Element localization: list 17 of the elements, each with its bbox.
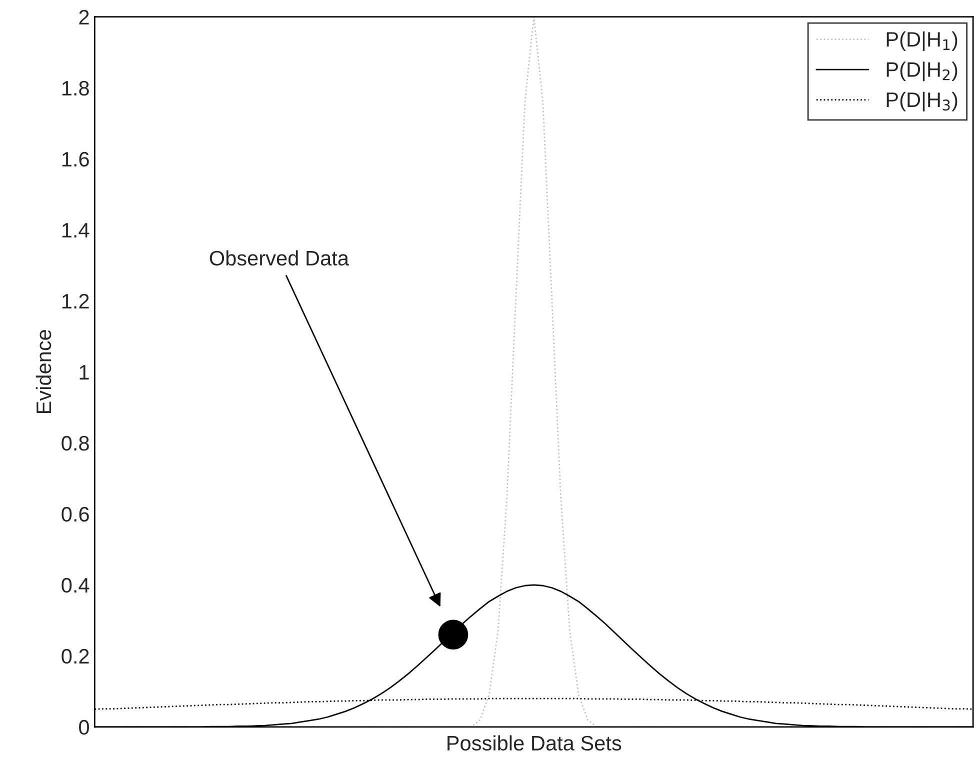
y-tick-label: 0.4 [62,578,90,593]
y-tick-label: 2 [79,10,89,24]
y-tick-label: 1.8 [62,80,89,96]
y-tick-label: 1.6 [62,152,89,167]
y-tick-label: 0 [79,720,89,735]
y-tick-label: 1.4 [62,223,90,238]
legend-label: P(D|H$_{1}$) [886,31,958,51]
y-tick-label: 0.2 [62,648,89,664]
y-tick-label: 0.8 [62,436,89,451]
legend-label: P(D|H$_{2}$) [886,62,958,82]
y-axis-title: Evidence [36,330,52,414]
y-tick-label: 0.6 [62,506,89,522]
annotation: Observed Data [210,250,349,266]
legend-label: P(D|H$_{3}$) [886,92,958,112]
x-axis-title: Possible Data Sets [448,735,622,751]
y-tick-label: 1 [80,365,89,380]
y-tick-label: 1.2 [62,294,89,308]
